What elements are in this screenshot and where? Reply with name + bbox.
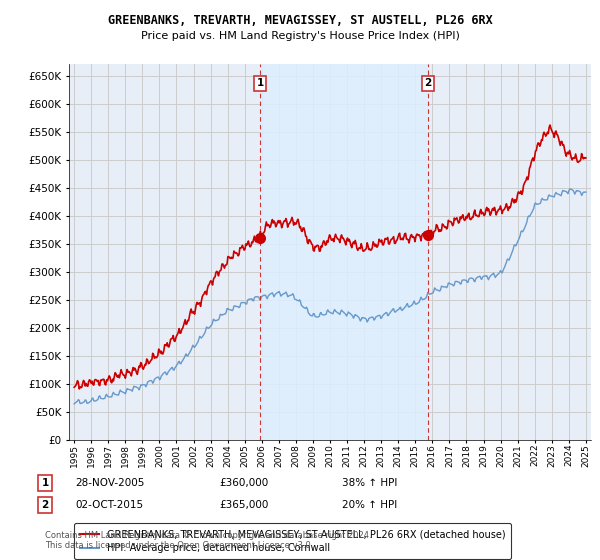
Legend: GREENBANKS, TREVARTH, MEVAGISSEY, ST AUSTELL, PL26 6RX (detached house), HPI: Av: GREENBANKS, TREVARTH, MEVAGISSEY, ST AUS… xyxy=(74,523,511,559)
Text: GREENBANKS, TREVARTH, MEVAGISSEY, ST AUSTELL, PL26 6RX: GREENBANKS, TREVARTH, MEVAGISSEY, ST AUS… xyxy=(107,14,493,27)
Text: 1: 1 xyxy=(257,78,264,88)
Text: Contains HM Land Registry data © Crown copyright and database right 2024.
This d: Contains HM Land Registry data © Crown c… xyxy=(45,531,371,550)
Text: 2: 2 xyxy=(424,78,432,88)
Text: £365,000: £365,000 xyxy=(219,500,268,510)
Text: 2: 2 xyxy=(41,500,49,510)
Text: Price paid vs. HM Land Registry's House Price Index (HPI): Price paid vs. HM Land Registry's House … xyxy=(140,31,460,41)
Text: 28-NOV-2005: 28-NOV-2005 xyxy=(75,478,145,488)
Text: £360,000: £360,000 xyxy=(219,478,268,488)
Text: 38% ↑ HPI: 38% ↑ HPI xyxy=(342,478,397,488)
Bar xyxy=(260,64,428,440)
Text: 02-OCT-2015: 02-OCT-2015 xyxy=(75,500,143,510)
Text: 20% ↑ HPI: 20% ↑ HPI xyxy=(342,500,397,510)
Text: 1: 1 xyxy=(41,478,49,488)
